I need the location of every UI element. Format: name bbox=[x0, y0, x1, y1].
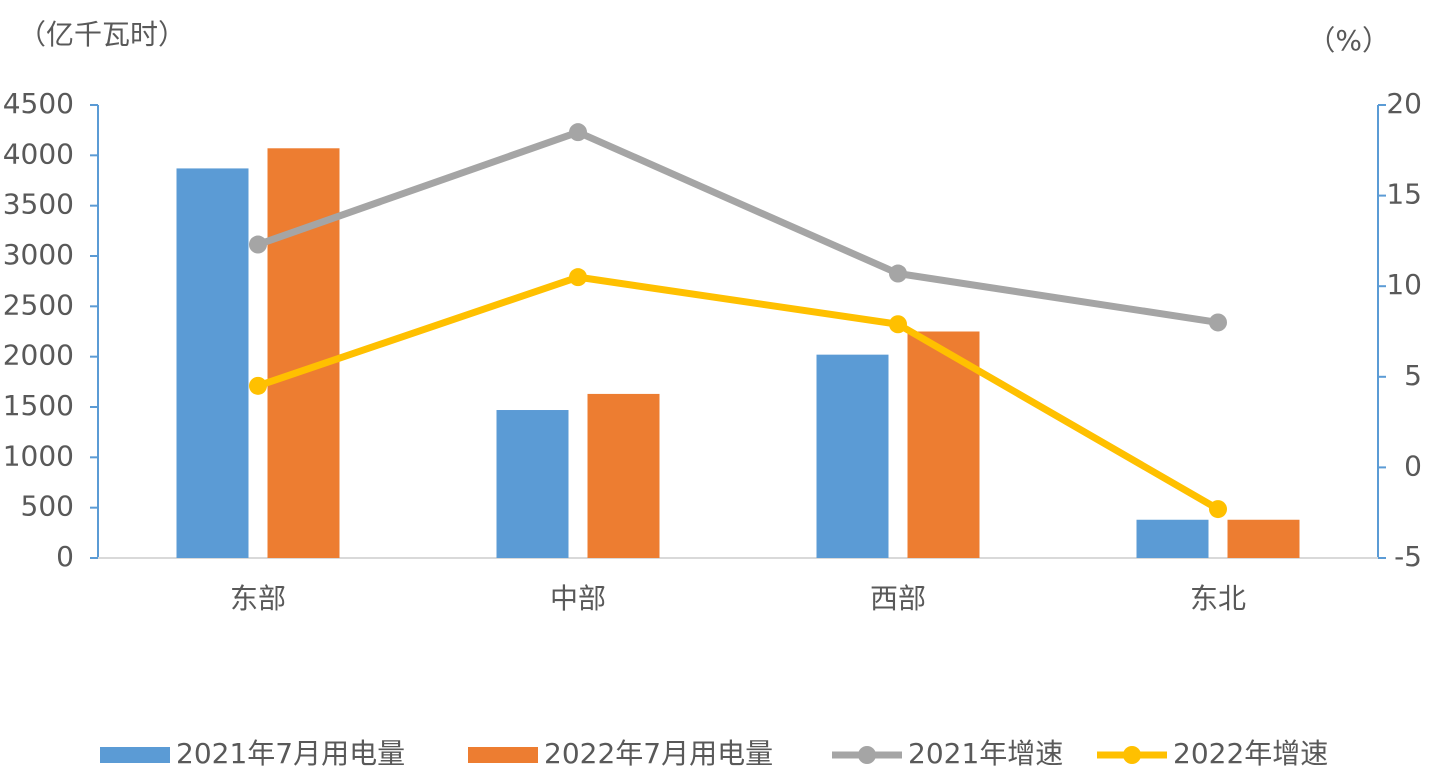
bar bbox=[816, 354, 889, 558]
bar bbox=[176, 168, 249, 559]
y-tick-label: 1000 bbox=[3, 439, 74, 472]
legend-marker bbox=[858, 746, 876, 764]
point bbox=[249, 376, 267, 395]
point bbox=[1209, 500, 1227, 519]
x-tick-label: 东北 bbox=[1190, 582, 1246, 615]
y2-axis-title: （%） bbox=[1307, 24, 1390, 57]
x-tick-label: 中部 bbox=[550, 582, 606, 615]
bar bbox=[496, 410, 569, 558]
point bbox=[569, 268, 587, 287]
line bbox=[256, 273, 1220, 513]
x-tick-label: 东部 bbox=[230, 582, 286, 615]
y-tick-label: 2500 bbox=[3, 288, 74, 321]
point bbox=[569, 123, 587, 142]
y2-tick-label: 15 bbox=[1386, 178, 1422, 211]
y-tick-label: 4000 bbox=[3, 137, 74, 170]
y-tick-label: 3000 bbox=[3, 238, 74, 271]
y-axis-title: （亿千瓦时） bbox=[18, 18, 186, 51]
legend-label: 2021年7月用电量 bbox=[176, 737, 405, 770]
point bbox=[1209, 313, 1227, 332]
point bbox=[249, 235, 267, 254]
legend-label: 2022年增速 bbox=[1173, 737, 1328, 770]
line bbox=[256, 128, 1219, 326]
y-tick-label: 2000 bbox=[3, 339, 74, 372]
legend-label: 2022年7月用电量 bbox=[544, 737, 773, 770]
y-tick-label: 1500 bbox=[3, 389, 74, 422]
point bbox=[889, 315, 907, 334]
y-tick-label: 3500 bbox=[3, 188, 74, 221]
point bbox=[889, 264, 907, 283]
y2-tick-label: 5 bbox=[1404, 359, 1422, 392]
bar bbox=[1136, 519, 1209, 558]
legend-marker bbox=[1123, 746, 1141, 764]
y2-tick-label: 10 bbox=[1386, 268, 1422, 301]
legend-swatch bbox=[100, 747, 170, 763]
bar bbox=[907, 331, 980, 558]
y2-tick-label: 0 bbox=[1404, 449, 1422, 482]
y2-tick-label: -5 bbox=[1394, 540, 1422, 573]
y-tick-label: 500 bbox=[21, 490, 74, 523]
y-tick-label: 0 bbox=[56, 540, 74, 573]
legend-label: 2021年增速 bbox=[908, 737, 1063, 770]
bar bbox=[267, 148, 340, 558]
bar bbox=[1227, 519, 1300, 558]
y2-tick-label: 20 bbox=[1386, 87, 1422, 120]
y-tick-label: 4500 bbox=[3, 87, 74, 120]
x-tick-label: 西部 bbox=[870, 582, 926, 615]
bar bbox=[587, 393, 660, 558]
legend-swatch bbox=[468, 747, 538, 763]
